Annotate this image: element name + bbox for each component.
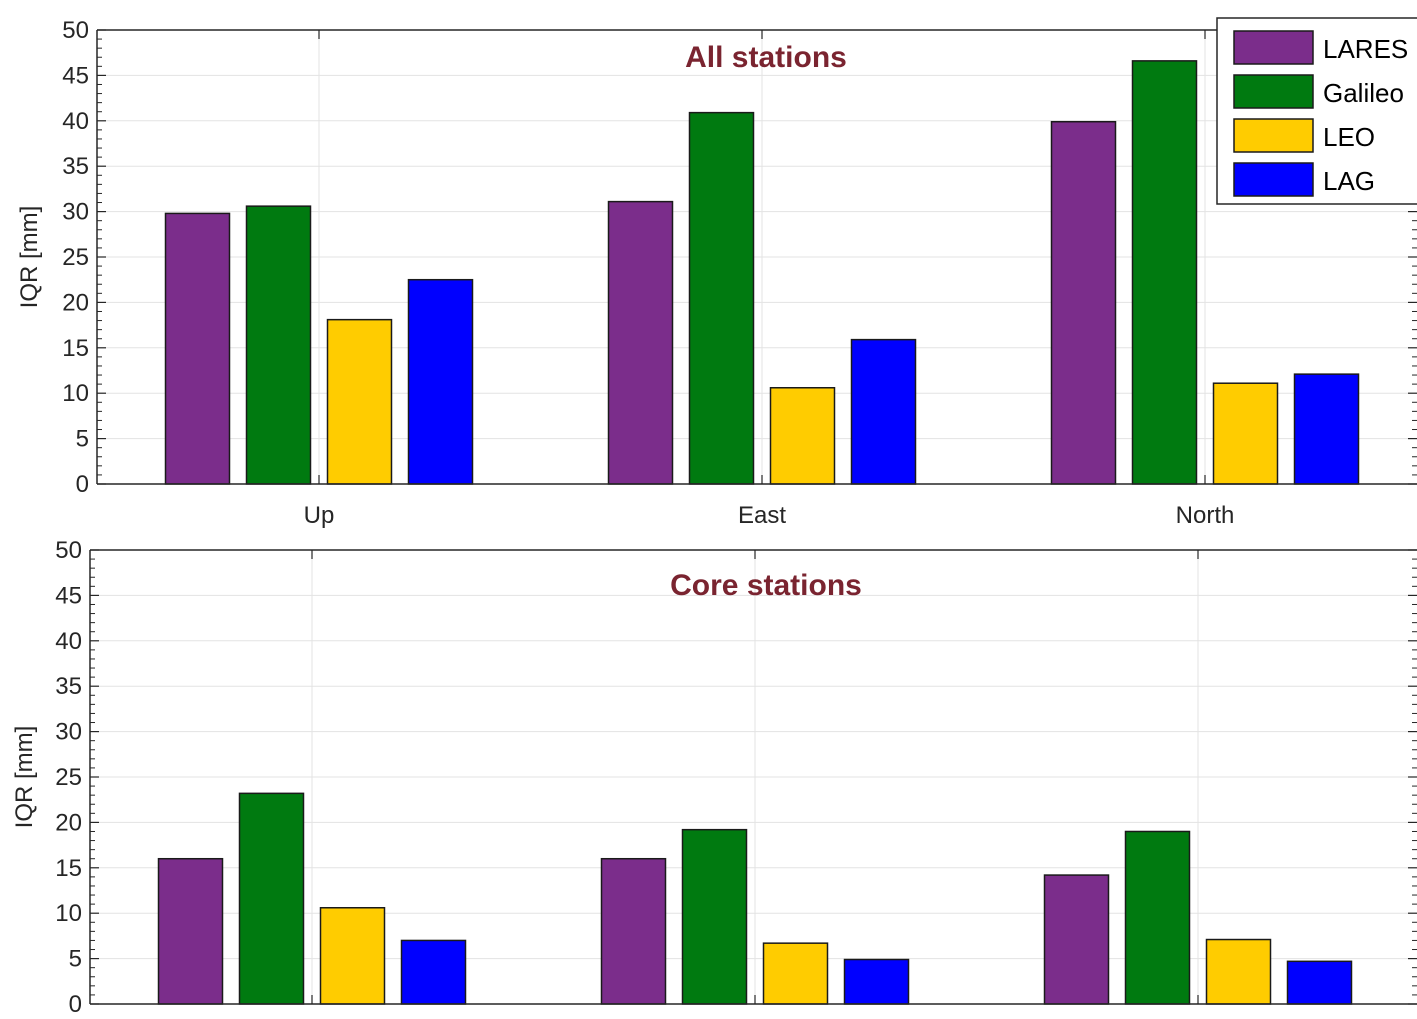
legend-label: LAG bbox=[1323, 166, 1375, 196]
y-tick-label: 30 bbox=[55, 719, 82, 746]
bar-lares-up bbox=[164, 212, 231, 485]
bar-lares-up bbox=[157, 857, 224, 1005]
legend-swatch-leo bbox=[1233, 118, 1314, 153]
legend: LARES Galileo LEO LAG bbox=[1216, 17, 1417, 205]
x-tick-label: East bbox=[738, 502, 786, 529]
legend-swatch-lag bbox=[1233, 162, 1314, 197]
bar-galileo-up bbox=[238, 792, 305, 1005]
bar-lag-east bbox=[850, 338, 917, 485]
y-tick-label: 5 bbox=[76, 426, 89, 453]
bar-lag-up bbox=[407, 278, 474, 485]
legend-label: LEO bbox=[1323, 122, 1375, 152]
bar-galileo-up bbox=[245, 205, 312, 485]
y-tick-label: 40 bbox=[55, 628, 82, 655]
y-tick-label: 20 bbox=[62, 289, 89, 316]
bar-leo-east bbox=[762, 942, 829, 1005]
bar-lares-north bbox=[1050, 120, 1117, 485]
bar-galileo-east bbox=[688, 111, 755, 485]
legend-swatch-lares bbox=[1233, 30, 1314, 65]
panel-all-stations: 0 5 10 15 20 25 30 35 40 45 50 Up East North IQR [mm] A… bbox=[16, 17, 1417, 529]
bar-lares-east bbox=[600, 857, 667, 1005]
y-tick-label: 15 bbox=[62, 335, 89, 362]
bar-galileo-north bbox=[1124, 830, 1191, 1005]
panel-core-stations: 0 5 10 15 20 25 30 35 40 45 50 IQR [mm] Core station… bbox=[11, 537, 1417, 1018]
bar-lag-east bbox=[843, 958, 910, 1005]
panel-title: All stations bbox=[685, 41, 847, 74]
y-tick-label: 25 bbox=[62, 244, 89, 271]
legend-swatch-galileo bbox=[1233, 74, 1314, 109]
x-tick-label: North bbox=[1176, 502, 1235, 529]
bar-leo-up bbox=[319, 907, 386, 1005]
y-tick-label: 50 bbox=[62, 17, 89, 44]
bar-galileo-north bbox=[1131, 60, 1198, 485]
bar-lag-north bbox=[1293, 373, 1360, 485]
y-axis-label: IQR [mm] bbox=[11, 726, 38, 829]
bar-lares-east bbox=[607, 200, 674, 485]
y-tick-label: 10 bbox=[55, 900, 82, 927]
y-tick-label: 20 bbox=[55, 809, 82, 836]
legend-label: LARES bbox=[1323, 34, 1408, 64]
y-tick-label: 10 bbox=[62, 380, 89, 407]
y-tick-label: 35 bbox=[62, 153, 89, 180]
bar-leo-north bbox=[1205, 938, 1272, 1005]
y-tick-label: 30 bbox=[62, 199, 89, 226]
bar-leo-north bbox=[1212, 382, 1279, 485]
y-tick-label: 25 bbox=[55, 764, 82, 791]
bar-leo-up bbox=[326, 318, 393, 485]
y-tick-label: 45 bbox=[55, 582, 82, 609]
x-tick-label: Up bbox=[304, 502, 335, 529]
y-tick-label: 0 bbox=[76, 471, 89, 498]
y-tick-label: 40 bbox=[62, 108, 89, 135]
y-tick-label: 35 bbox=[55, 673, 82, 700]
y-tick-label: 0 bbox=[69, 991, 82, 1018]
bar-lag-north bbox=[1286, 960, 1353, 1005]
y-tick-label: 45 bbox=[62, 62, 89, 89]
bar-lares-north bbox=[1043, 874, 1110, 1005]
bar-leo-east bbox=[769, 387, 836, 485]
bar-galileo-east bbox=[681, 828, 748, 1005]
panel-title: Core stations bbox=[670, 569, 862, 602]
y-tick-label: 15 bbox=[55, 855, 82, 882]
y-tick-label: 50 bbox=[55, 537, 82, 564]
legend-label: Galileo bbox=[1323, 78, 1404, 108]
y-axis-label: IQR [mm] bbox=[16, 206, 43, 309]
y-tick-label: 5 bbox=[69, 946, 82, 973]
bar-lag-up bbox=[400, 939, 467, 1005]
